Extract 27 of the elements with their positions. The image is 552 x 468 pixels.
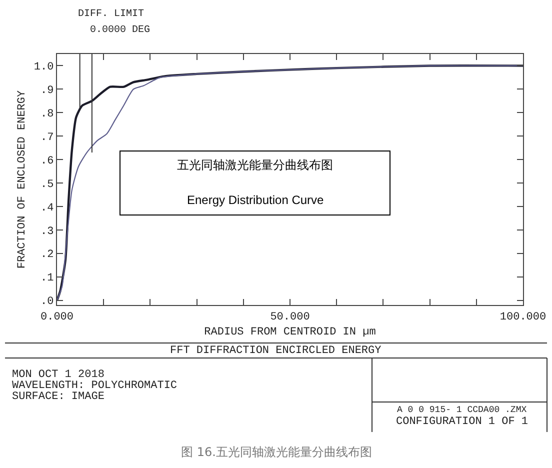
- text: WAVELENGTH: POLYCHROMATIC: [12, 380, 178, 392]
- text: MON OCT 1 2018: [12, 369, 104, 381]
- x-axis-title: RADIUS FROM CENTROID IN µm: [204, 326, 376, 338]
- text: FFT DIFFRACTION ENCIRCLED ENERGY: [170, 345, 382, 357]
- y-tick-label: 1.0: [34, 62, 54, 74]
- x-tick-label: 50.000: [270, 311, 310, 324]
- y-tick-label: .2: [40, 249, 54, 262]
- y-axis-title: FRACTION OF ENCLOSED ENERGY: [16, 90, 29, 269]
- text: CONFIGURATION 1 OF 1: [396, 416, 528, 428]
- text: SURFACE: IMAGE: [12, 391, 105, 403]
- y-tick-label: .0: [40, 296, 54, 308]
- annotation: 0.0000 DEG: [90, 25, 150, 36]
- text: 五光同轴激光能量分曲线布图: [177, 158, 333, 172]
- caption: 图 16.五光同轴激光能量分曲线布图: [181, 445, 372, 459]
- y-tick-label: .1: [40, 272, 54, 285]
- y-tick-label: .9: [40, 85, 54, 98]
- y-tick-label: .3: [40, 226, 54, 238]
- y-tick-label: .7: [40, 132, 54, 144]
- y-tick-label: .8: [40, 108, 54, 120]
- text: A 0 0 915- 1 CCDA00 .ZMX: [397, 405, 528, 415]
- annotation: DIFF. LIMIT: [78, 9, 144, 20]
- x-tick-label: 0.000: [40, 311, 74, 324]
- text: Energy Distribution Curve: [187, 193, 324, 207]
- y-tick-label: .6: [40, 155, 54, 168]
- y-tick-label: .5: [40, 178, 54, 191]
- y-tick-label: .4: [40, 202, 54, 214]
- x-tick-label: 100.000: [500, 311, 546, 324]
